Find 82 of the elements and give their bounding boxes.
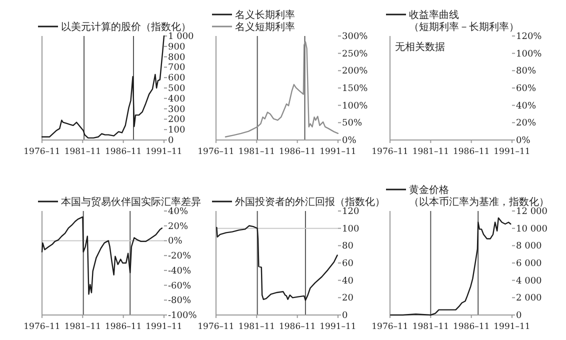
y-tick-label: 60%: [516, 84, 536, 94]
x-tick-label: 1981–11: [64, 322, 102, 332]
x-tick-label: 1991–11: [494, 322, 530, 332]
x-tick-label: 1976–11: [24, 322, 60, 332]
x-tick-label: 1986–11: [452, 147, 490, 157]
y-tick-label: 0: [342, 311, 348, 321]
x-tick-label: 1991–11: [146, 147, 182, 157]
y-tick-label: 400: [168, 94, 186, 104]
line-series: [224, 41, 339, 138]
x-tick-label: 1991–11: [320, 147, 356, 157]
y-tick-label: 2 000: [516, 294, 542, 304]
y-tick-label: 20%: [516, 118, 536, 129]
legend-label: 名义短期利率: [235, 21, 295, 33]
y-tick-label: 300: [168, 104, 186, 115]
line-series: [216, 225, 338, 301]
legend-label: 本国与贸易伙伴国实际汇率差异: [61, 196, 201, 208]
y-tick-label: 200%: [342, 66, 368, 77]
y-tick-label: 500: [168, 84, 186, 94]
x-tick-label: 1976–11: [24, 147, 60, 157]
y-tick-label: -80%: [168, 296, 192, 306]
y-tick-label: 100: [342, 224, 360, 234]
y-tick-label: 100: [168, 126, 186, 136]
x-tick-label: 1981–11: [412, 322, 450, 332]
line-series: [41, 216, 163, 295]
y-tick-label: 8 000: [516, 242, 542, 252]
y-tick-label: 0%: [168, 236, 183, 247]
annotation: 无相关数据: [395, 41, 445, 53]
y-tick-label: -60%: [168, 281, 192, 292]
legend-label: 收益率曲线（短期利率－长期利率）: [409, 9, 519, 33]
y-tick-label: 80%: [516, 66, 536, 77]
x-tick-label: 1976–11: [372, 147, 408, 157]
y-tick-label: 0%: [342, 136, 357, 146]
x-tick-label: 1981–11: [238, 322, 276, 332]
y-tick-label: 50%: [342, 118, 362, 129]
x-tick-label: 1981–11: [64, 147, 102, 157]
x-tick-label: 1991–11: [320, 322, 356, 332]
y-tick-label: -20%: [168, 252, 192, 262]
y-tick-label: 10 000: [516, 224, 548, 234]
legend-label: 名义长期利率: [235, 9, 295, 21]
y-tick-label: 4 000: [516, 276, 542, 286]
y-tick-label: 100%: [516, 49, 542, 60]
y-tick-label: 40: [342, 276, 354, 286]
legend-label: 以美元计算的股价（指数化）: [61, 21, 191, 33]
y-tick-label: 0: [168, 136, 174, 146]
y-tick-label: 600: [168, 74, 186, 84]
x-tick-label: 1986–11: [104, 322, 142, 332]
y-tick-label: 300%: [342, 32, 368, 42]
legend-label: 外国投资者的外汇回报（指数化）: [235, 196, 385, 208]
y-tick-label: 100%: [342, 101, 368, 112]
y-tick-label: 150%: [342, 84, 368, 94]
x-tick-label: 1986–11: [278, 147, 316, 157]
y-tick-label: 60: [342, 259, 354, 269]
y-tick-label: -100%: [168, 311, 198, 321]
y-tick-label: 1 000: [168, 32, 194, 42]
y-tick-label: 700: [168, 63, 186, 74]
x-tick-label: 1981–11: [412, 147, 450, 157]
y-tick-label: 200: [168, 115, 186, 126]
y-tick-label: 120: [342, 207, 360, 217]
y-tick-label: -40%: [168, 266, 192, 276]
y-tick-label: 0: [516, 311, 522, 321]
legend-label: 黄金价格（以本币汇率为基准，指数化）: [409, 184, 549, 208]
x-tick-label: 1986–11: [104, 147, 142, 157]
y-tick-label: 250%: [342, 49, 368, 60]
y-tick-label: 6 000: [516, 259, 542, 269]
x-tick-label: 1976–11: [372, 322, 408, 332]
y-tick-label: 40%: [168, 207, 188, 217]
x-tick-label: 1976–11: [198, 147, 234, 157]
x-tick-label: 1981–11: [238, 147, 276, 157]
x-tick-label: 1976–11: [198, 322, 234, 332]
x-tick-label: 1991–11: [494, 147, 530, 157]
y-tick-label: 800: [168, 52, 186, 63]
x-tick-label: 1991–11: [146, 322, 182, 332]
y-tick-label: 900: [168, 42, 186, 52]
x-tick-label: 1986–11: [278, 322, 316, 332]
y-tick-label: 12 000: [516, 207, 548, 217]
y-tick-label: 80: [342, 242, 354, 252]
y-tick-label: 120%: [516, 32, 542, 42]
x-tick-label: 1986–11: [452, 322, 490, 332]
y-tick-label: 40%: [516, 101, 536, 112]
y-tick-label: 20: [342, 294, 354, 304]
y-tick-label: 20%: [168, 222, 188, 232]
y-tick-label: 0%: [516, 136, 531, 146]
